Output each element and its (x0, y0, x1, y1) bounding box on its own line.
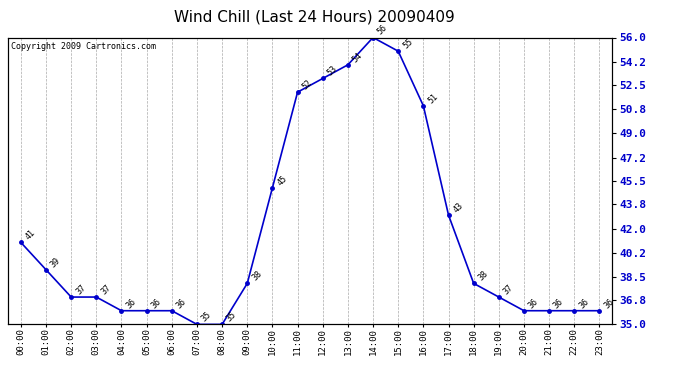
Text: 35: 35 (199, 310, 213, 324)
Text: 37: 37 (502, 283, 515, 296)
Text: 54: 54 (351, 51, 364, 64)
Text: 36: 36 (552, 297, 565, 310)
Text: 36: 36 (175, 297, 188, 310)
Text: Wind Chill (Last 24 Hours) 20090409: Wind Chill (Last 24 Hours) 20090409 (174, 9, 454, 24)
Text: 38: 38 (250, 269, 264, 283)
Text: 43: 43 (451, 201, 465, 214)
Text: 36: 36 (150, 297, 163, 310)
Text: 51: 51 (426, 92, 440, 105)
Text: 36: 36 (124, 297, 138, 310)
Text: 35: 35 (225, 310, 238, 324)
Text: 36: 36 (577, 297, 591, 310)
Text: 52: 52 (300, 78, 314, 92)
Text: Copyright 2009 Cartronics.com: Copyright 2009 Cartronics.com (11, 42, 156, 51)
Text: 36: 36 (602, 297, 615, 310)
Text: 38: 38 (477, 269, 490, 283)
Text: 53: 53 (326, 64, 339, 78)
Text: 37: 37 (99, 283, 112, 296)
Text: 55: 55 (401, 37, 415, 50)
Text: 45: 45 (275, 174, 288, 187)
Text: 56: 56 (376, 23, 389, 37)
Text: 36: 36 (526, 297, 540, 310)
Text: 37: 37 (74, 283, 88, 296)
Text: 41: 41 (23, 228, 37, 242)
Text: 39: 39 (49, 255, 62, 269)
